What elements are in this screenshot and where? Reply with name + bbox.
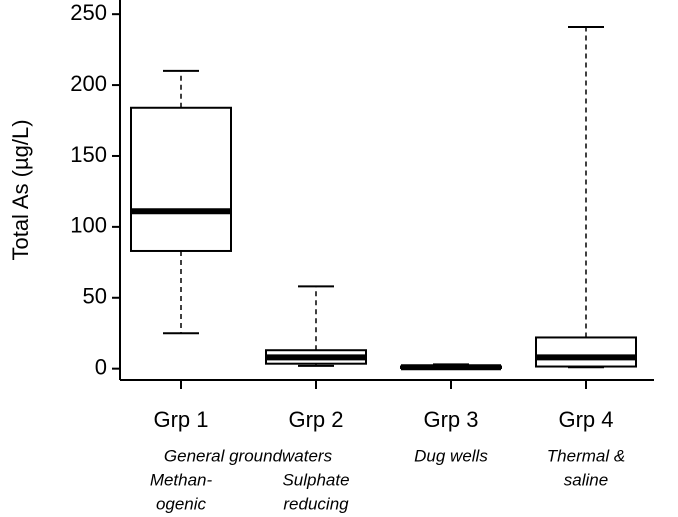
x-tick-label: Grp 1 <box>153 407 208 432</box>
y-tick-label: 200 <box>70 71 107 96</box>
group-description: reducing <box>283 494 349 513</box>
y-tick-label: 50 <box>83 284 107 309</box>
y-tick-label: 100 <box>70 213 107 238</box>
group-description: Dug wells <box>414 446 488 465</box>
y-axis-label: Total As (µg/L) <box>8 119 33 260</box>
group-description: Methan- <box>150 470 213 489</box>
x-tick-label: Grp 2 <box>288 407 343 432</box>
y-tick-label: 0 <box>95 354 107 379</box>
x-tick-label: Grp 3 <box>423 407 478 432</box>
group-description: General groundwaters <box>164 446 333 465</box>
box <box>130 106 232 252</box>
x-tick-label: Grp 4 <box>558 407 613 432</box>
group-description: ogenic <box>156 494 207 513</box>
y-tick-label: 150 <box>70 142 107 167</box>
y-tick-label: 250 <box>70 0 107 25</box>
group-description: Thermal & <box>547 446 625 465</box>
box <box>535 336 637 368</box>
group-description: saline <box>564 470 608 489</box>
group-description: Sulphate <box>282 470 349 489</box>
